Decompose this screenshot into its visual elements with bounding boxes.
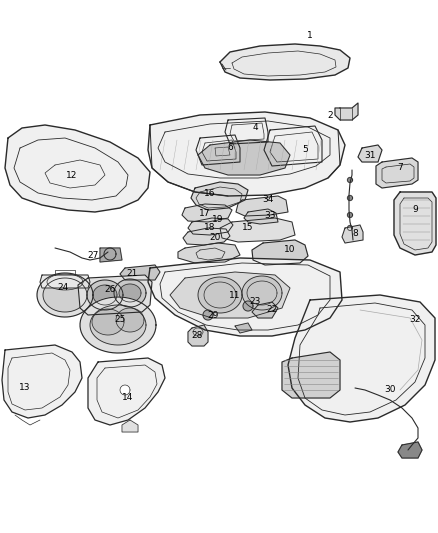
Text: 27: 27 — [87, 251, 99, 260]
Polygon shape — [196, 135, 240, 165]
Polygon shape — [191, 182, 248, 210]
Polygon shape — [120, 385, 130, 395]
Polygon shape — [80, 297, 156, 353]
Text: 1: 1 — [307, 30, 313, 39]
Polygon shape — [358, 145, 382, 162]
Text: 5: 5 — [302, 146, 308, 155]
Polygon shape — [183, 228, 230, 245]
Polygon shape — [78, 275, 152, 315]
Polygon shape — [119, 284, 141, 302]
Polygon shape — [2, 345, 82, 418]
Text: 26: 26 — [104, 286, 116, 295]
Text: 30: 30 — [384, 385, 396, 394]
Text: 6: 6 — [227, 143, 233, 152]
Polygon shape — [215, 147, 230, 156]
Polygon shape — [90, 305, 146, 345]
Polygon shape — [148, 112, 345, 196]
Text: 28: 28 — [191, 330, 203, 340]
Polygon shape — [220, 218, 295, 242]
Polygon shape — [376, 158, 418, 188]
Polygon shape — [178, 243, 240, 263]
Polygon shape — [188, 218, 233, 235]
Polygon shape — [243, 301, 253, 311]
Text: 4: 4 — [252, 124, 258, 133]
Polygon shape — [225, 118, 268, 144]
Text: 13: 13 — [19, 384, 31, 392]
Polygon shape — [244, 209, 278, 224]
Polygon shape — [120, 265, 160, 280]
Text: 11: 11 — [229, 290, 241, 300]
Polygon shape — [342, 225, 363, 243]
Polygon shape — [347, 225, 353, 230]
Text: 9: 9 — [412, 206, 418, 214]
Polygon shape — [220, 44, 350, 80]
Polygon shape — [198, 140, 290, 175]
Polygon shape — [88, 358, 165, 425]
Polygon shape — [347, 196, 353, 200]
Text: 22: 22 — [266, 305, 278, 314]
Polygon shape — [170, 272, 290, 318]
Polygon shape — [87, 280, 123, 310]
Polygon shape — [264, 126, 322, 166]
Text: 2: 2 — [327, 110, 333, 119]
Text: 32: 32 — [410, 316, 420, 325]
Text: 31: 31 — [364, 150, 376, 159]
Polygon shape — [394, 192, 436, 255]
Text: 24: 24 — [57, 282, 69, 292]
Polygon shape — [347, 213, 353, 217]
Polygon shape — [122, 420, 138, 432]
Polygon shape — [100, 248, 122, 262]
Text: 12: 12 — [66, 171, 78, 180]
Polygon shape — [37, 273, 93, 317]
Text: 14: 14 — [122, 393, 134, 402]
Polygon shape — [40, 275, 90, 288]
Text: 7: 7 — [397, 164, 403, 173]
Text: 19: 19 — [212, 215, 224, 224]
Polygon shape — [198, 277, 242, 313]
Polygon shape — [114, 279, 146, 307]
Text: 33: 33 — [264, 211, 276, 220]
Text: 16: 16 — [204, 189, 216, 198]
Polygon shape — [235, 323, 252, 333]
Polygon shape — [148, 258, 342, 336]
Text: 20: 20 — [209, 233, 221, 243]
Text: 21: 21 — [126, 269, 138, 278]
Text: 25: 25 — [114, 316, 126, 325]
Text: 10: 10 — [284, 246, 296, 254]
Polygon shape — [236, 196, 288, 216]
Text: 17: 17 — [199, 208, 211, 217]
Polygon shape — [398, 442, 422, 458]
Polygon shape — [252, 240, 308, 265]
Polygon shape — [92, 309, 124, 335]
Polygon shape — [288, 295, 435, 422]
Polygon shape — [347, 177, 353, 182]
Polygon shape — [335, 103, 358, 120]
Polygon shape — [116, 308, 144, 332]
Polygon shape — [182, 204, 232, 222]
Polygon shape — [282, 352, 340, 398]
Text: 29: 29 — [207, 311, 219, 319]
Polygon shape — [93, 285, 117, 305]
Text: 34: 34 — [262, 196, 274, 205]
Polygon shape — [104, 248, 116, 260]
Polygon shape — [188, 325, 208, 346]
Polygon shape — [242, 276, 282, 310]
Polygon shape — [252, 302, 278, 318]
Text: 15: 15 — [242, 223, 254, 232]
Polygon shape — [5, 125, 150, 212]
Text: 18: 18 — [204, 223, 216, 232]
Text: 23: 23 — [249, 297, 261, 306]
Polygon shape — [203, 310, 213, 320]
Polygon shape — [43, 278, 87, 312]
Text: 8: 8 — [352, 229, 358, 238]
